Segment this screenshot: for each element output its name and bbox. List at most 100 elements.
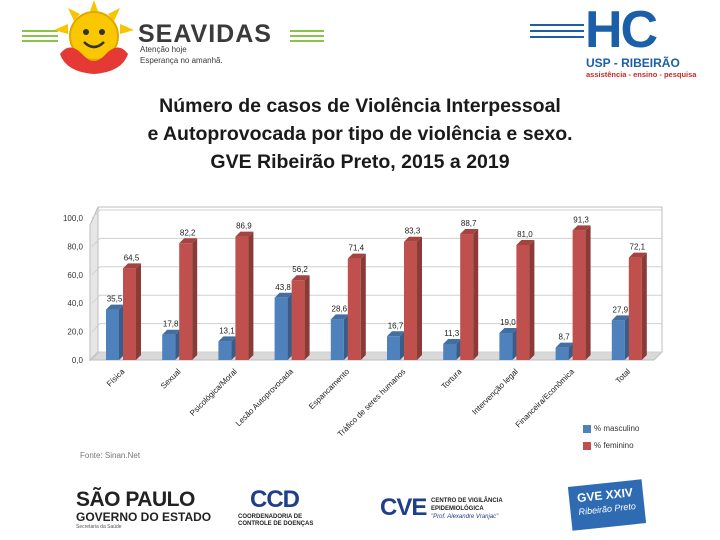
bar-side	[568, 342, 574, 360]
bar-feminino	[291, 280, 305, 360]
page-title: Número de casos de Violência Interpessoa…	[80, 92, 640, 176]
bar-masculino	[443, 343, 457, 360]
hc-logo-letters: HC	[585, 1, 658, 59]
data-label: 71,4	[349, 244, 365, 253]
legend-swatch-feminino	[583, 442, 591, 450]
bar-feminino	[628, 257, 642, 360]
legend-label-masculino: % masculino	[594, 424, 640, 433]
gridline	[91, 209, 662, 219]
data-label: 35,5	[107, 295, 123, 304]
title-line-2: e Autoprovocada por tipo de violência e …	[147, 123, 573, 145]
data-label: 86,9	[236, 222, 252, 231]
bar-side	[456, 338, 462, 360]
x-tick-label: Física	[105, 367, 127, 389]
data-label: 13,1	[219, 326, 235, 335]
bar-top	[274, 292, 293, 298]
seavidas-stripe	[22, 35, 58, 37]
bar-side	[529, 239, 535, 360]
bar-masculino	[555, 347, 569, 360]
data-label: 64,5	[124, 253, 140, 262]
y-tick-label: 20,0	[67, 328, 83, 337]
bar-side	[343, 314, 349, 360]
bar-side	[119, 304, 124, 360]
usp-name: USP - RIBEIRÃO	[586, 56, 680, 70]
x-tick-label: Espancamento	[307, 367, 351, 411]
ccd-line-2: CONTROLE DE DOENÇAS	[238, 521, 314, 527]
bar-side	[360, 253, 366, 360]
bar-feminino	[516, 244, 530, 360]
bar-masculino	[387, 336, 400, 360]
x-tick-label: Psicológica/Moral	[188, 367, 239, 418]
bar-feminino	[460, 234, 474, 360]
bar-side	[512, 328, 518, 360]
cve-line-1: CENTRO DE VIGILÂNCIA	[431, 498, 503, 504]
bar-top	[516, 239, 535, 245]
legend-swatch-masculino	[583, 425, 591, 433]
seavidas-stripe	[290, 35, 324, 37]
cve-line-3: "Prof. Alexandre Vranjac"	[431, 514, 499, 520]
hc-stripe	[530, 24, 584, 26]
bar-top	[387, 331, 405, 337]
bar-side	[192, 238, 198, 360]
seavidas-tagline-1: Atenção hoje	[140, 45, 187, 54]
seavidas-tagline-2: Esperança no amanhã.	[140, 56, 223, 65]
bar-top	[123, 263, 141, 269]
data-label: 72,1	[630, 243, 646, 252]
bar-top	[572, 225, 591, 231]
bar-side	[175, 329, 181, 360]
bar-side	[304, 275, 310, 360]
usp-tagline: assistência - ensino - pesquisa	[586, 70, 697, 79]
x-tick-label: Intervenção legal	[470, 367, 520, 417]
bar-side	[287, 292, 293, 360]
bar-side	[624, 315, 630, 360]
legend-label-feminino: % feminino	[594, 441, 634, 450]
bar-top	[499, 328, 518, 334]
y-tick-label: 0,0	[72, 356, 84, 365]
ccd-line-1: COORDENADORIA DE	[238, 514, 303, 520]
bar-side	[585, 225, 591, 360]
bar-feminino	[347, 258, 361, 360]
data-label: 28,6	[332, 304, 348, 313]
sp-logo-sub: Secretaria da Saúde	[76, 524, 122, 530]
data-label: 19,0	[500, 318, 516, 327]
data-label: 8,7	[559, 333, 571, 342]
bar-side	[231, 336, 237, 360]
bar-masculino	[106, 309, 119, 360]
bar-feminino	[235, 236, 249, 360]
title-line-1: Número de casos de Violência Interpessoa…	[159, 95, 561, 117]
bar-masculino	[499, 333, 513, 360]
cve-line-2: EPIDEMIOLÓGICA	[431, 506, 484, 512]
x-tick-label: Financeira/Econômica	[514, 367, 577, 430]
bar-side	[417, 236, 422, 360]
bar-side	[248, 231, 254, 360]
bar-top	[443, 338, 462, 344]
bar-masculino	[162, 334, 176, 360]
bar-masculino	[274, 297, 288, 360]
bar-masculino	[330, 319, 344, 360]
source-note: Fonte: Sinan.Net	[80, 451, 141, 460]
data-label: 82,2	[180, 228, 196, 237]
bar-top	[628, 252, 647, 258]
bar-side	[400, 331, 405, 360]
x-tick-label: Tortura	[440, 367, 464, 391]
bar-feminino	[572, 230, 586, 360]
hc-stripe	[530, 36, 584, 38]
seavidas-stripe	[22, 40, 58, 42]
seavidas-name: SEAVIDAS	[138, 20, 272, 48]
data-label: 83,3	[405, 227, 421, 236]
bar-masculino	[611, 320, 625, 360]
bar-side	[641, 252, 647, 360]
bar-top	[611, 315, 630, 321]
y-tick-label: 40,0	[67, 299, 83, 308]
seavidas-sun-logo	[54, 0, 134, 74]
data-label: 88,7	[461, 219, 477, 228]
bar-top	[106, 304, 124, 310]
bar-top	[347, 253, 366, 259]
bar-top	[330, 314, 349, 320]
data-label: 27,9	[613, 305, 629, 314]
sp-logo-line1: SÃO PAULO	[76, 488, 195, 511]
hc-stripe	[530, 30, 584, 32]
bar-top	[555, 342, 574, 348]
x-tick-label: Lesão Autoprovocada	[234, 367, 295, 428]
